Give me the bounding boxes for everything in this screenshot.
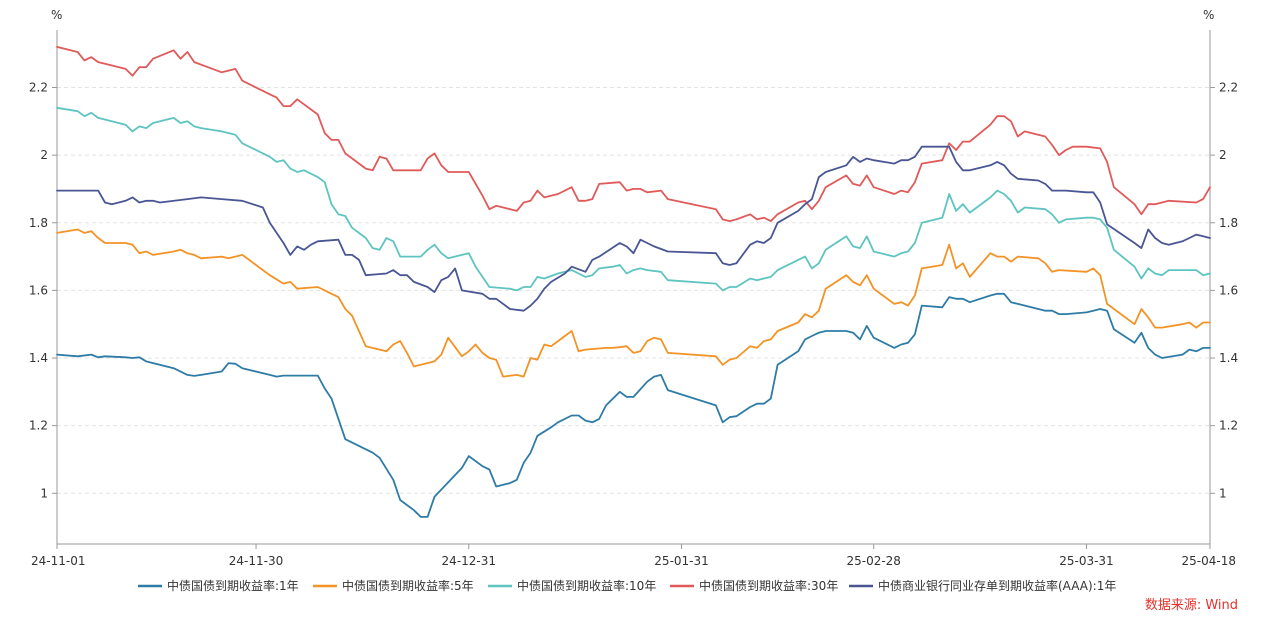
gridlines: [57, 86, 1210, 494]
y-tick-label-left: 2.2: [29, 80, 48, 94]
legend-label: 中债国债到期收益率:30年: [699, 578, 838, 593]
y-tick-label-right: 1.8: [1219, 216, 1238, 230]
y-tick-label-left: 2: [40, 148, 48, 162]
y-tick-label-left: 1.4: [29, 351, 48, 365]
x-tick-label: 25-03-31: [1059, 554, 1113, 568]
legend-label: 中债国债到期收益率:10年: [517, 578, 656, 593]
series-line-4: [56, 46, 1211, 222]
y-tick-label-right: 1.6: [1219, 283, 1238, 297]
series-line-5: [56, 145, 1211, 312]
series-line-1: [56, 292, 1211, 518]
series-line-3: [56, 106, 1211, 292]
series-line-2: [56, 228, 1211, 378]
x-tick-label: 25-02-28: [846, 554, 900, 568]
y-tick-label-right: 2.2: [1219, 80, 1238, 94]
y-tick-label-right: 1: [1219, 486, 1227, 500]
y-tick-label-right: 2: [1219, 148, 1227, 162]
x-tick-label: 25-01-31: [654, 554, 708, 568]
right-y-unit: %: [1203, 8, 1214, 22]
series-lines: [56, 46, 1211, 518]
y-tick-label-left: 1.6: [29, 283, 48, 297]
x-tick-labels: 24-11-01 24-11-30 24-12-31 25-01-31 25-02-28…: [31, 544, 1236, 568]
x-tick-label: 24-12-31: [442, 554, 496, 568]
y-tick-label-right: 1.2: [1219, 419, 1238, 433]
y-tick-label-left: 1: [40, 486, 48, 500]
legend-label: 中债商业银行同业存单到期收益率(AAA):1年: [878, 578, 1116, 593]
y-tick-label-left: 1.2: [29, 419, 48, 433]
x-tick-label: 24-11-30: [229, 554, 283, 568]
legend-label: 中债国债到期收益率:5年: [342, 578, 474, 593]
y-tick-label-right: 1.4: [1219, 351, 1238, 365]
legend-label: 中债国债到期收益率:1年: [167, 578, 299, 593]
legend: 中债国债到期收益率:1年 中债国债到期收益率:5年 中债国债到期收益率:10年 中债国…: [138, 578, 1116, 593]
y-tick-label-left: 1.8: [29, 216, 48, 230]
data-source-note: 数据来源: Wind: [1145, 598, 1238, 613]
y-tick-labels: 1 1 1.2 1.2 1.4 1.4 1.6 1.6 1.8 1.8 2 2 2.2 2.2: [29, 80, 1238, 500]
x-tick-label: 25-04-18: [1182, 554, 1236, 568]
x-tick-label: 24-11-01: [31, 554, 85, 568]
left-y-unit: %: [51, 8, 62, 22]
